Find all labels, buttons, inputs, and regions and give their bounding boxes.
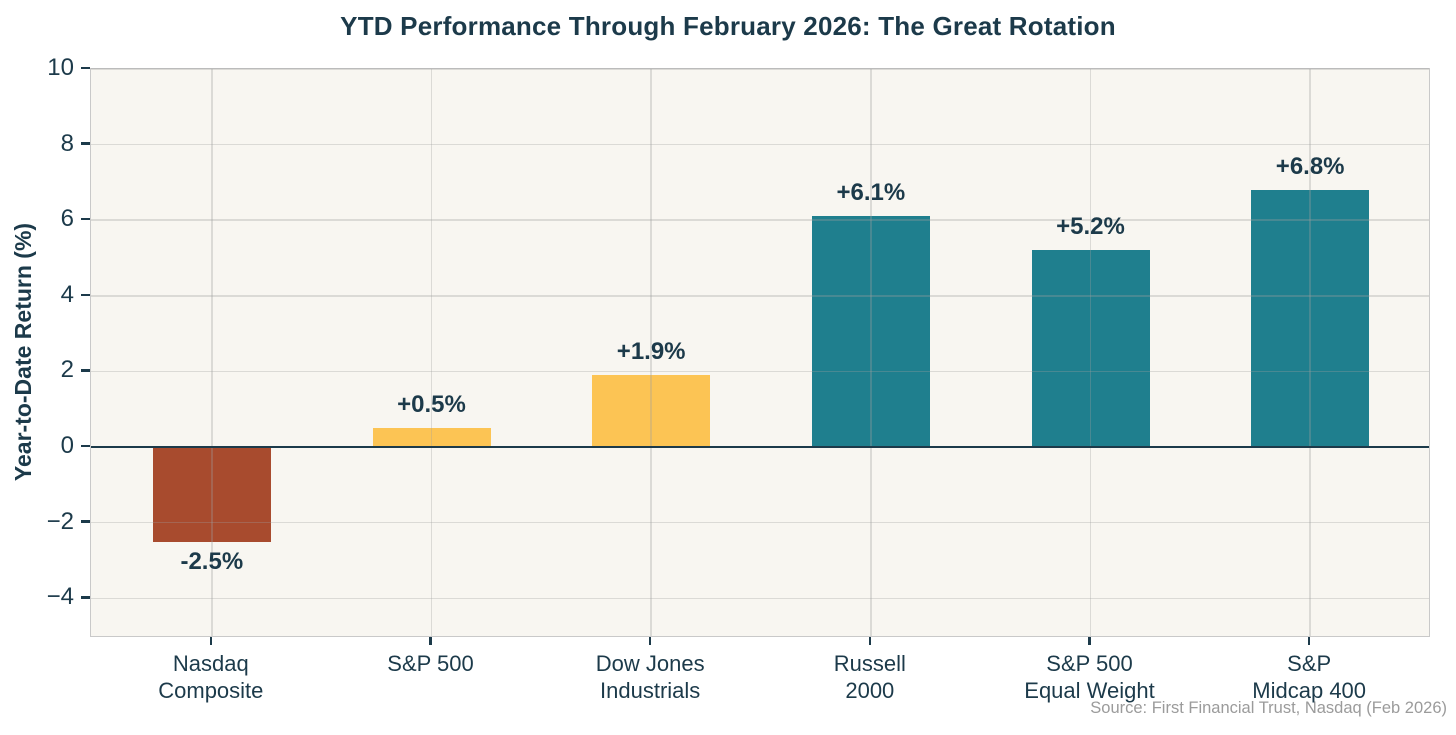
x-tick-mark — [429, 637, 432, 645]
y-tick-mark — [81, 444, 90, 448]
bar-s-p-500 — [372, 428, 491, 448]
gridline-horizontal — [91, 597, 1429, 600]
chart-title: YTD Performance Through February 2026: T… — [340, 11, 1116, 41]
bar-russell-2000 — [811, 216, 930, 448]
gridline-vertical — [1309, 69, 1311, 636]
y-tick-label: 2 — [60, 356, 74, 384]
gridline-vertical — [650, 69, 652, 636]
y-tick-label: 4 — [60, 280, 74, 308]
gridline-horizontal — [91, 68, 1429, 70]
gridline-horizontal — [91, 295, 1429, 297]
bar-dow-jones-industrials — [592, 375, 711, 448]
y-tick-label: 0 — [60, 432, 74, 460]
value-label-s-p-midcap-400: +6.8% — [1275, 152, 1345, 180]
value-label-russell-2000: +6.1% — [836, 179, 906, 207]
y-tick-label: 10 — [47, 54, 74, 81]
x-category-label-russell-2000: Russell 2000 — [833, 651, 906, 703]
bar-s-p-500-equal-weight — [1031, 250, 1150, 448]
y-tick-label: 8 — [60, 129, 74, 157]
x-category-label-s-p-midcap-400: S&P Midcap 400 — [1252, 651, 1367, 703]
bar-nasdaq-composite — [152, 447, 271, 542]
x-category-label-dow-jones-industrials: Dow Jones Industrials — [595, 651, 705, 703]
y-tick-mark — [81, 217, 90, 221]
value-label-dow-jones-industrials: +1.9% — [616, 338, 686, 366]
y-tick-label: −2 — [46, 507, 74, 535]
x-tick-mark — [868, 637, 872, 645]
value-label-nasdaq-composite: -2.5% — [180, 547, 244, 575]
gridline-horizontal — [91, 521, 1429, 524]
y-tick-mark — [81, 66, 90, 70]
x-tick-mark — [209, 637, 213, 645]
y-tick-label: −4 — [46, 583, 74, 611]
y-tick-mark — [81, 369, 90, 372]
plot-area: -2.5% +0.5% +1.9% +6.1% +5.2% +6.8% — [90, 68, 1430, 637]
y-tick-mark — [81, 596, 90, 599]
bar-s-p-midcap-400 — [1251, 189, 1370, 448]
x-category-label-nasdaq-composite: Nasdaq Composite — [158, 651, 264, 703]
x-category-label-s-p-500: S&P 500 — [387, 651, 474, 676]
y-tick-mark — [81, 142, 90, 145]
gridline-horizontal — [91, 143, 1429, 146]
source-caption: Source: First Financial Trust, Nasdaq (F… — [1090, 699, 1447, 717]
gridline-vertical — [870, 69, 872, 636]
value-label-s-p-500-equal-weight: +5.2% — [1056, 213, 1125, 241]
x-tick-mark — [648, 637, 652, 645]
gridline-vertical — [430, 69, 433, 636]
y-tick-mark — [81, 520, 90, 523]
gridline-vertical — [1089, 69, 1092, 636]
y-tick-label: 6 — [60, 205, 74, 233]
x-tick-mark — [1088, 637, 1091, 645]
value-label-s-p-500: +0.5% — [397, 391, 466, 419]
x-tick-mark — [1307, 637, 1311, 645]
gridline-horizontal — [91, 219, 1429, 221]
x-category-label-s-p-500-equal-weight: S&P 500 Equal Weight — [1024, 651, 1155, 703]
y-tick-mark — [81, 293, 90, 297]
gridline-vertical — [211, 69, 213, 636]
zero-baseline — [91, 445, 1429, 449]
gridline-horizontal — [91, 370, 1429, 373]
